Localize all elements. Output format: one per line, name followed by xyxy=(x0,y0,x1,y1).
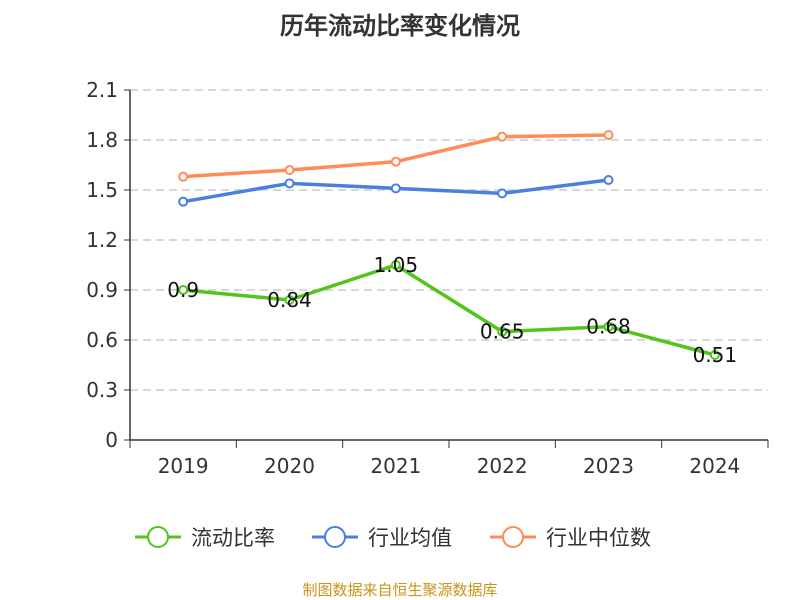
x-tick-label: 2023 xyxy=(583,454,634,478)
x-tick-label: 2024 xyxy=(689,454,740,478)
data-point xyxy=(284,165,295,175)
data-point xyxy=(497,131,508,142)
data-point xyxy=(284,178,295,189)
legend-label: 流动比率 xyxy=(191,526,275,550)
data-label: 0.84 xyxy=(267,288,312,312)
data-point xyxy=(178,285,189,295)
data-point xyxy=(178,196,189,207)
data-point xyxy=(390,156,401,167)
data-point xyxy=(603,321,614,332)
data-point xyxy=(390,183,401,194)
data-label: 0.9 xyxy=(167,278,199,302)
data-label: 1.05 xyxy=(374,253,419,277)
legend-marker xyxy=(502,526,524,548)
data-point xyxy=(390,260,401,270)
data-point xyxy=(497,188,508,199)
y-tick-label: 0.9 xyxy=(86,278,118,302)
y-tick-label: 1.5 xyxy=(86,178,118,202)
x-tick-label: 2022 xyxy=(477,454,528,478)
data-label: 0.65 xyxy=(480,320,525,344)
x-tick-label: 2021 xyxy=(370,454,421,478)
x-tick-label: 2020 xyxy=(264,454,315,478)
legend-label: 行业中位数 xyxy=(546,526,651,550)
legend-marker xyxy=(324,526,346,548)
chart-title: 历年流动比率变化情况 xyxy=(280,12,520,40)
data-label: 0.68 xyxy=(586,315,631,339)
y-tick-label: 1.2 xyxy=(86,228,118,252)
y-tick-label: 2.1 xyxy=(86,78,118,102)
y-tick-label: 1.8 xyxy=(86,128,118,152)
y-tick-label: 0.3 xyxy=(86,378,118,402)
x-tick-label: 2019 xyxy=(158,454,209,478)
data-point xyxy=(178,171,189,182)
data-point xyxy=(709,350,720,360)
data-point xyxy=(497,326,508,337)
legend-label: 行业均值 xyxy=(368,526,452,550)
data-point xyxy=(603,175,614,185)
legend-marker xyxy=(147,526,169,548)
series-line xyxy=(183,263,716,357)
y-tick-label: 0.6 xyxy=(86,328,118,352)
source-note: 制图数据来自恒生聚源数据库 xyxy=(302,581,498,599)
series-line xyxy=(183,133,609,179)
data-point xyxy=(603,130,614,140)
data-label: 0.51 xyxy=(693,343,738,367)
y-tick-label: 0 xyxy=(105,428,118,452)
data-point xyxy=(284,295,295,305)
